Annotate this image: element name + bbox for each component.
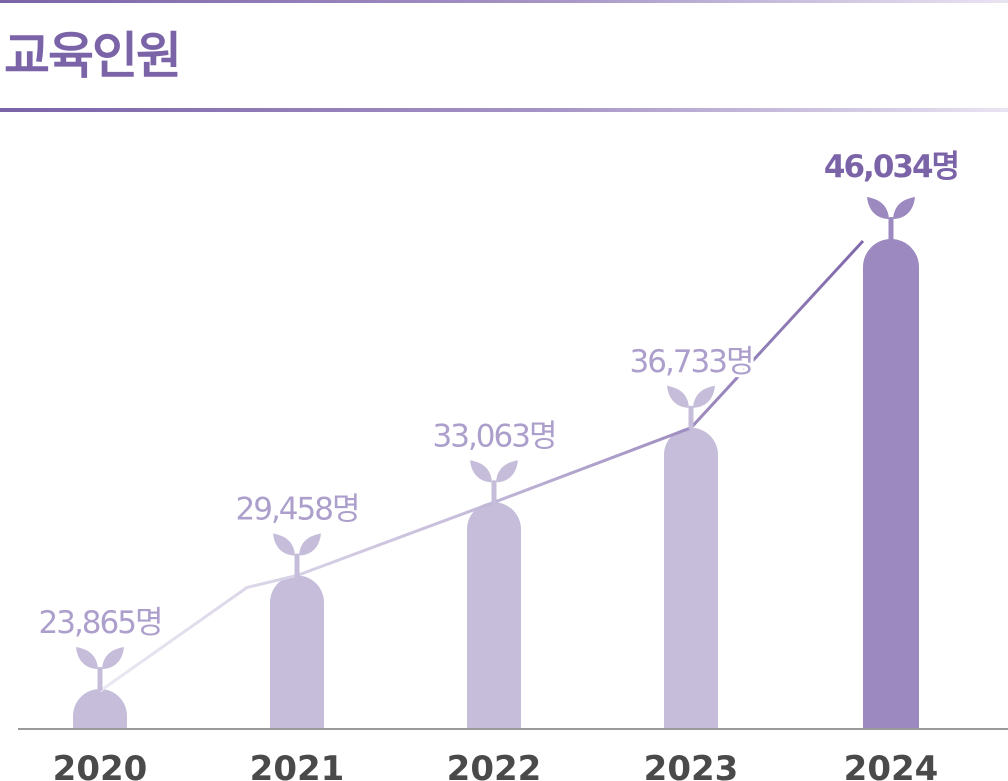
value-label-2020: 23,865명 xyxy=(39,605,162,641)
value-label-2021: 29,458명 xyxy=(236,491,359,527)
sprout-icon xyxy=(273,533,321,578)
trend-line xyxy=(99,239,865,693)
trend-layer xyxy=(99,239,865,693)
x-tick-label-2024: 2024 xyxy=(844,749,939,781)
value-label-2024: 46,034명 xyxy=(824,149,958,185)
top-rule xyxy=(0,0,1008,3)
value-label-2023: 36,733명 xyxy=(630,344,753,380)
sprout-icon xyxy=(470,460,518,505)
x-tick-label-2022: 2022 xyxy=(447,749,542,781)
bars-layer xyxy=(73,239,919,729)
bar-2021 xyxy=(270,575,324,729)
sprout-layer xyxy=(76,197,915,691)
bar-2022 xyxy=(467,502,521,729)
value-label-2022: 33,063명 xyxy=(433,418,556,454)
year-layer: 2020 2021 2022 2023 2024 xyxy=(53,749,939,781)
title-underline xyxy=(0,108,1008,112)
page-title: 교육인원 xyxy=(4,27,182,85)
bar-2023 xyxy=(664,427,718,729)
bar-2024 xyxy=(863,239,919,729)
x-tick-label-2023: 2023 xyxy=(644,749,739,781)
x-tick-label-2021: 2021 xyxy=(250,749,345,781)
bar-2020 xyxy=(73,689,127,729)
sprout-icon xyxy=(667,385,715,430)
label-layer: 23,865명 29,458명 33,063명 36,733명 46,034명 xyxy=(36,146,964,644)
x-tick-label-2020: 2020 xyxy=(53,749,148,781)
sprout-icon xyxy=(76,647,124,691)
sprout-icon xyxy=(867,197,915,241)
